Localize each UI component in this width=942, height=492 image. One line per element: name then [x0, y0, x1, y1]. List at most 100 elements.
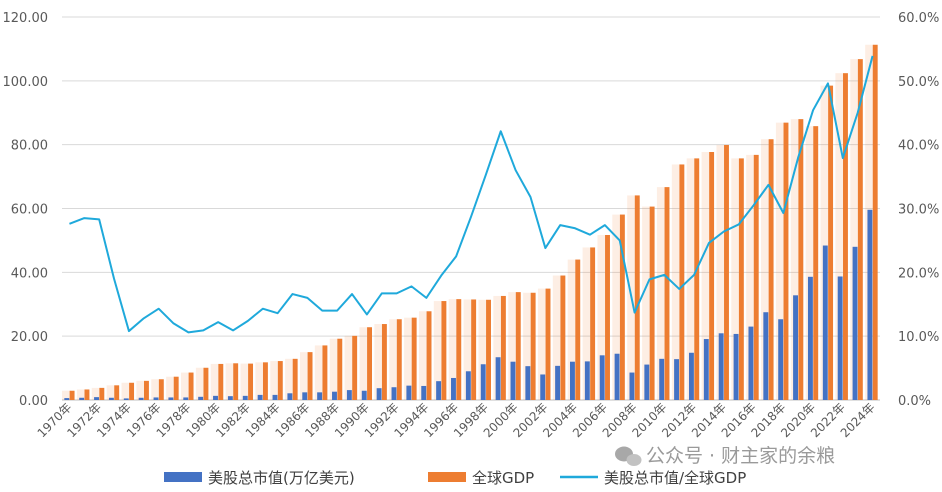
gdp-bar — [352, 335, 358, 400]
market-cap-bar — [332, 391, 337, 400]
market-cap-bar — [391, 387, 397, 400]
gdp-bar — [560, 275, 566, 400]
gdp-bar — [114, 385, 120, 400]
gdp-bar-glow — [404, 317, 414, 400]
watermark-text: 公众号 · 财主家的余粮 — [646, 445, 835, 467]
gdp-bar — [381, 324, 387, 400]
gdp-bar-glow — [478, 299, 488, 400]
gdp-bar — [411, 317, 417, 400]
gdp-bar — [218, 363, 224, 400]
market-cap-bar — [480, 364, 486, 400]
market-cap-bar — [629, 372, 635, 400]
gdp-bar — [262, 362, 268, 400]
y-left-tick-label: 100.00 — [3, 75, 49, 90]
gdp-bars — [62, 44, 878, 401]
gdp-bar — [471, 299, 477, 400]
y-left-tick-label: 80.00 — [11, 139, 48, 154]
gdp-bar — [500, 295, 506, 400]
gdp-bar-glow — [285, 358, 295, 400]
market-cap-bar — [79, 397, 85, 400]
gdp-bar — [545, 288, 551, 400]
gdp-bar-glow — [270, 361, 280, 400]
gdp-bar-glow — [76, 389, 86, 400]
market-cap-bar — [64, 398, 70, 400]
gdp-bar-glow — [656, 187, 666, 400]
market-cap-bar — [406, 385, 412, 400]
gdp-bar — [426, 311, 432, 400]
gdp-bar — [843, 73, 848, 400]
gdp-bar-glow — [612, 214, 622, 400]
gdp-bar-glow — [790, 119, 800, 400]
gdp-bar-glow — [166, 376, 176, 400]
y-right-tick-label: 20.0% — [898, 266, 939, 281]
gdp-bar-glow — [701, 152, 711, 400]
wechat-icon — [615, 446, 642, 466]
market-cap-bar — [242, 395, 248, 400]
market-cap-bar — [555, 365, 561, 400]
gdp-bar — [173, 376, 179, 400]
gdp-bar — [768, 139, 774, 400]
gdp-bar — [753, 154, 759, 400]
market-cap-bar — [674, 359, 680, 400]
market-cap-bar — [703, 339, 709, 400]
y-right-tick-label: 0.0% — [898, 394, 931, 409]
gdp-bar-glow — [91, 387, 101, 400]
market-cap-bar — [822, 245, 828, 400]
market-cap-bar — [168, 397, 174, 400]
market-cap-bar — [272, 394, 278, 400]
gdp-bar-glow — [716, 144, 726, 400]
gdp-bar-glow — [850, 59, 860, 400]
gdp-bar — [619, 214, 625, 400]
market-cap-bar — [688, 352, 694, 400]
market-cap-bar — [138, 397, 144, 400]
gdp-bar — [872, 44, 878, 401]
y-left-tick-label: 0.00 — [19, 394, 48, 409]
gdp-bar — [813, 126, 819, 400]
market-cap-bar — [346, 390, 352, 400]
market-cap-bar — [495, 357, 501, 400]
gdp-bar-glow — [374, 324, 384, 400]
gdp-bar — [709, 152, 715, 400]
gdp-bar — [590, 247, 596, 400]
gdp-bar-glow — [210, 363, 220, 400]
market-cap-bar — [198, 396, 204, 400]
gdp-bar — [99, 387, 105, 400]
y-left-tick-label: 120.00 — [3, 11, 49, 26]
gdp-bar — [605, 234, 610, 400]
y-right-tick-label: 40.0% — [898, 139, 939, 154]
gdp-bar — [292, 358, 298, 400]
gdp-bar-glow — [225, 363, 235, 400]
y-right-tick-label: 10.0% — [898, 330, 939, 345]
gdp-bar — [515, 292, 521, 400]
gdp-bar — [649, 206, 655, 400]
gdp-bar-glow — [642, 206, 651, 400]
gdp-bar — [277, 361, 283, 400]
gdp-bar — [203, 367, 209, 400]
gdp-bar-glow — [523, 292, 532, 400]
gdp-bar — [144, 380, 149, 400]
market-cap-bar — [584, 361, 590, 400]
gdp-bar-glow — [508, 292, 518, 400]
market-cap-bar — [748, 326, 754, 400]
gdp-bar — [530, 292, 536, 400]
gdp-bar — [396, 319, 402, 400]
gdp-bar — [738, 158, 744, 400]
gdp-bar — [783, 122, 789, 400]
gdp-bar — [367, 327, 372, 400]
gdp-bar-glow — [463, 299, 473, 400]
gdp-bar-glow — [329, 338, 339, 400]
market-cap-bar — [227, 396, 233, 400]
gdp-bar — [84, 389, 90, 400]
market-cap-bar — [793, 295, 798, 400]
gdp-bar-glow — [418, 311, 428, 400]
gdp-bar-glow — [493, 295, 503, 400]
market-cap-bar — [183, 397, 189, 400]
gdp-bar-glow — [195, 367, 205, 400]
legend-label-market-cap: 美股总市值(万亿美元) — [208, 469, 355, 487]
gdp-bar — [307, 352, 313, 400]
y-right-tick-label: 30.0% — [898, 203, 939, 218]
y-axis-left: 0.00 20.00 40.00 60.00 80.00 100.00 120.00 — [3, 11, 49, 409]
y-axis-right: 0.0% 10.0% 20.0% 30.0% 40.0% 50.0% 60.0% — [898, 11, 939, 409]
gdp-bar-glow — [597, 234, 607, 400]
